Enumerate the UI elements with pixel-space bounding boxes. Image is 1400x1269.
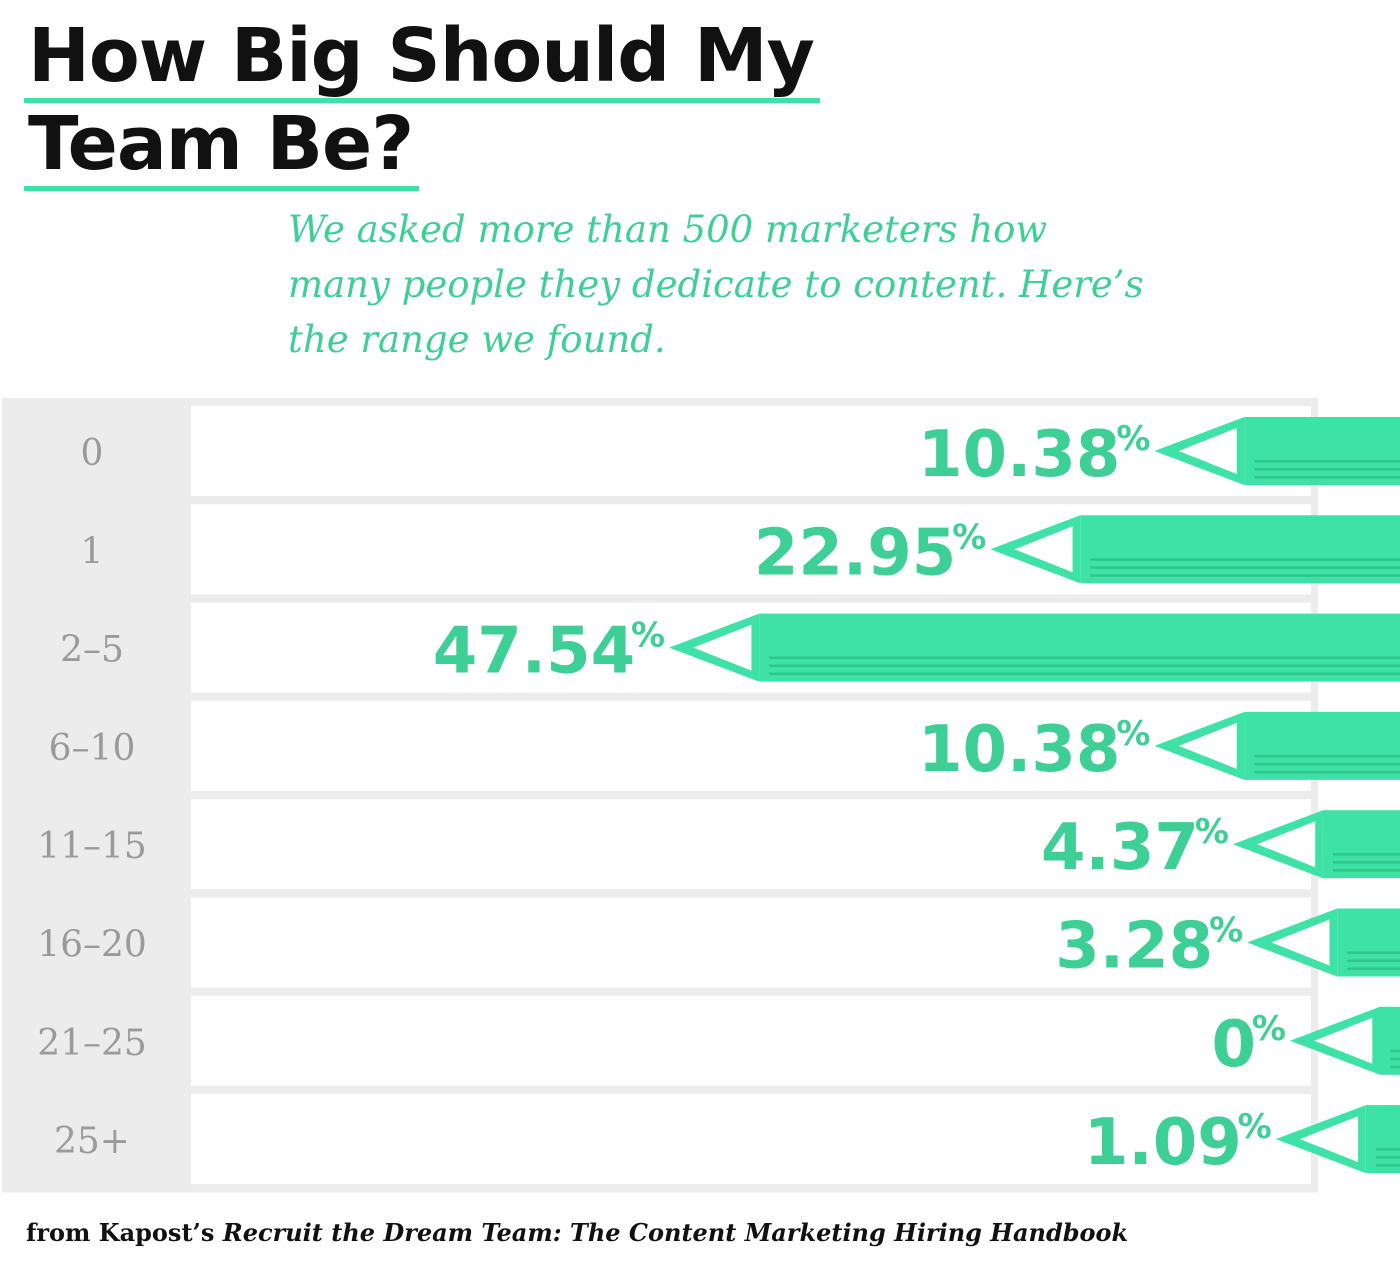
pencil-bar-stripe [1332, 861, 1400, 864]
row-background [191, 406, 1311, 496]
row-background [191, 700, 1311, 791]
pencil-bar-stripe [1390, 1049, 1400, 1053]
pencil-tip-wood [1014, 526, 1073, 573]
category-label: 6–10 [49, 728, 136, 769]
value-label: 47.54 [433, 615, 635, 689]
pencil-bar-stripe [1254, 460, 1400, 463]
value-label: 4.37 [1041, 811, 1199, 885]
percent-sign: % [1209, 911, 1243, 951]
pencil-bar-body [759, 613, 1400, 682]
pencil-bar-stripe [1347, 967, 1400, 970]
category-label: 2–5 [60, 630, 124, 671]
category-label: 16–20 [37, 925, 147, 966]
pencil-bar-stripe [1390, 1065, 1400, 1069]
pencil-tip-wood [693, 624, 752, 671]
category-label: 0 [81, 433, 104, 474]
percent-sign: % [952, 517, 986, 557]
title-block: How Big Should My Team Be? [24, 14, 820, 191]
value-label: 22.95 [754, 516, 956, 590]
percent-sign: % [1116, 714, 1150, 754]
pencil-bar-stripe [1375, 1148, 1400, 1151]
pencil-bar-stripe [769, 672, 1400, 676]
pencil-bar-body [1244, 417, 1400, 485]
pencil-bar-stripe [1332, 853, 1400, 856]
pencil-bar-stripe [1390, 1057, 1400, 1061]
pencil-bar-stripe [1332, 869, 1400, 872]
chart-subtitle: We asked more than 500 marketers how man… [288, 208, 1144, 361]
pencil-bar-stripe [1090, 558, 1400, 561]
pencil-bar-stripe [1254, 476, 1400, 479]
pencil-tip-wood [1257, 821, 1316, 868]
pencil-bar-stripe [1254, 468, 1400, 471]
row-background [191, 995, 1311, 1086]
pencil-bar-body [1322, 810, 1400, 879]
page-title-line-1: How Big Should My [24, 14, 820, 103]
pencil-bar-stripe [1347, 959, 1400, 962]
pencil-bar-stripe [1254, 770, 1400, 774]
pencil-bar-body [1380, 1006, 1400, 1075]
percent-sign: % [1252, 1009, 1286, 1049]
team-size-bar-chart: 0 10.38% 1 22.95% 2–5 47.54% 6–10 10.38% 11–15 4.… [2, 398, 1400, 1193]
pencil-tip-wood [1299, 1116, 1359, 1163]
row-background [191, 799, 1311, 890]
percent-sign: % [1195, 812, 1229, 852]
pencil-bar-body [1080, 515, 1400, 584]
percent-sign: % [1116, 419, 1150, 459]
value-label: 3.28 [1055, 910, 1213, 984]
percent-sign: % [631, 616, 665, 656]
value-label: 0 [1211, 1008, 1256, 1082]
pencil-bar-stripe [1375, 1164, 1400, 1167]
row-background [191, 1094, 1311, 1185]
category-label: 25+ [54, 1121, 130, 1162]
pencil-bar-stripe [769, 656, 1400, 660]
row-background [191, 897, 1311, 988]
pencil-bar-stripe [769, 664, 1400, 668]
pencil-bar-stripe [1347, 951, 1400, 954]
pencil-bar-body [1337, 908, 1400, 977]
pencil-bar-stripe [1254, 754, 1400, 758]
category-label: 21–25 [37, 1023, 147, 1064]
pencil-bar-stripe [1090, 566, 1400, 569]
source-book-title: Recruit the Dream Team: The Content Mark… [222, 1218, 1129, 1247]
pencil-bar-stripe [1090, 574, 1400, 577]
pencil-tip-wood [1271, 919, 1330, 966]
pencil-tip-wood [1178, 428, 1237, 474]
category-label: 1 [81, 531, 104, 572]
value-label: 1.09 [1084, 1106, 1242, 1180]
pencil-tip-wood [1314, 1017, 1373, 1064]
value-label: 10.38 [918, 713, 1120, 787]
value-label: 10.38 [918, 418, 1120, 492]
pencil-bar-body [1365, 1105, 1400, 1174]
pencil-bar-stripe [1375, 1156, 1400, 1159]
percent-sign: % [1238, 1107, 1272, 1147]
pencil-tip-wood [1178, 722, 1237, 769]
category-label: 11–15 [37, 826, 147, 867]
source-prefix: from Kapost’s [26, 1218, 223, 1247]
pencil-bar-body [1244, 711, 1400, 780]
source-footer: from Kapost’s Recruit the Dream Team: Th… [26, 1218, 1128, 1247]
page-title-line-2: Team Be? [24, 102, 420, 191]
pencil-bar-stripe [1254, 762, 1400, 766]
